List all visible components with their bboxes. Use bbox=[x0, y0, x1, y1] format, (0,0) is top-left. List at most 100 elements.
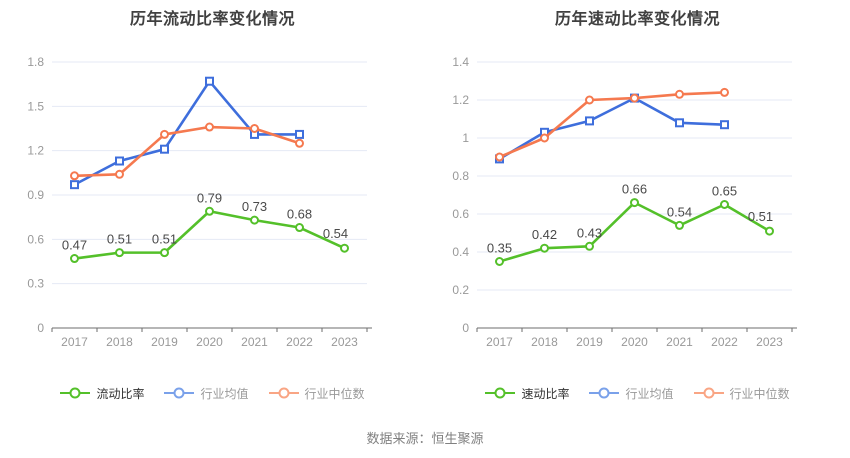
legend-current-ratio: 流动比率 行业均值 行业中位数 bbox=[0, 384, 425, 402]
x-axis-label: 2020 bbox=[196, 335, 223, 349]
data-point bbox=[160, 144, 169, 154]
charts-row: 历年流动比率变化情况 0 0.3 0.6 0.9 1.2 1.5 1.8 2017 2018 20… bbox=[0, 0, 797, 402]
x-axis-label: 2018 bbox=[531, 335, 558, 349]
legend-item-1[interactable]: 行业均值 bbox=[589, 385, 674, 402]
y-axis-label: 0.8 bbox=[452, 169, 469, 183]
source-note: 数据来源：恒生聚源 bbox=[366, 431, 484, 446]
x-axis-label: 2023 bbox=[331, 335, 358, 349]
legend-label: 行业中位数 bbox=[729, 386, 790, 401]
current-ratio-plot-area: 0 0.3 0.6 0.9 1.2 1.5 1.8 2017 2018 2019 2020 2021 2… bbox=[27, 55, 372, 349]
y-axis-label: 1.5 bbox=[27, 99, 44, 113]
data-point bbox=[495, 152, 504, 162]
legend-label: 行业均值 bbox=[200, 386, 249, 401]
legend-line-circle-icon bbox=[693, 387, 724, 399]
y-axis-label: 0.9 bbox=[27, 188, 44, 202]
data-point bbox=[720, 87, 729, 97]
data-point bbox=[205, 206, 214, 216]
y-axis-label: 1.8 bbox=[27, 55, 44, 69]
series-line-1 bbox=[498, 96, 726, 161]
data-label: 0.68 bbox=[287, 207, 312, 222]
data-label: 0.54 bbox=[323, 226, 348, 241]
data-point bbox=[340, 243, 349, 253]
x-axis-label: 2019 bbox=[151, 335, 178, 349]
y-axis-label: 0.6 bbox=[27, 232, 44, 246]
data-point bbox=[765, 226, 774, 236]
legend-item-2[interactable]: 行业中位数 bbox=[693, 385, 790, 402]
legend-label: 流动比率 bbox=[96, 386, 145, 401]
data-label: 0.51 bbox=[748, 209, 773, 224]
legend-item-0[interactable]: 流动比率 bbox=[60, 385, 144, 402]
x-axis-label: 2023 bbox=[756, 335, 783, 349]
data-point bbox=[585, 241, 594, 251]
data-label: 0.43 bbox=[577, 225, 602, 240]
x-axis-label: 2022 bbox=[711, 335, 738, 349]
data-point bbox=[70, 254, 79, 264]
legend-marker-circle bbox=[703, 387, 714, 399]
data-label: 0.51 bbox=[107, 232, 132, 247]
x-axis-label: 2021 bbox=[666, 335, 693, 349]
legend-line-circle-icon bbox=[268, 387, 299, 399]
legend-item-1[interactable]: 行业均值 bbox=[164, 385, 249, 402]
y-axis-label: 0.2 bbox=[452, 283, 469, 297]
data-point bbox=[295, 223, 304, 233]
data-point bbox=[115, 169, 124, 179]
data-point bbox=[630, 93, 639, 103]
data-point bbox=[675, 220, 684, 230]
series-line-2 bbox=[73, 125, 301, 178]
y-axis-label: 0 bbox=[37, 321, 44, 335]
legend-line-circle-icon bbox=[164, 387, 195, 399]
series-line-2 bbox=[498, 91, 726, 159]
data-point bbox=[540, 243, 549, 253]
legend-label: 速动比率 bbox=[521, 386, 570, 401]
data-point bbox=[250, 215, 259, 225]
y-axis-label: 1.4 bbox=[452, 55, 469, 69]
legend-label: 行业中位数 bbox=[304, 386, 365, 401]
x-axis-label: 2020 bbox=[621, 335, 648, 349]
data-point bbox=[540, 133, 549, 143]
y-axis-label: 1.2 bbox=[27, 144, 44, 158]
data-point bbox=[160, 129, 169, 139]
x-axis-label: 2022 bbox=[286, 335, 313, 349]
legend-marker-circle bbox=[278, 387, 289, 399]
legend-marker-circle bbox=[69, 387, 81, 399]
legend-line-circle-icon bbox=[485, 387, 516, 399]
legend-item-2[interactable]: 行业中位数 bbox=[268, 385, 365, 402]
data-label: 0.42 bbox=[532, 227, 557, 242]
series-line-1 bbox=[73, 79, 301, 186]
x-axis-label: 2017 bbox=[486, 335, 513, 349]
data-label: 0.47 bbox=[62, 238, 87, 253]
data-point bbox=[585, 116, 594, 126]
data-point bbox=[70, 171, 79, 181]
x-axis-label: 2017 bbox=[61, 335, 88, 349]
legend-label: 行业均值 bbox=[625, 386, 674, 401]
x-axis-label: 2019 bbox=[576, 335, 603, 349]
current-ratio-chart: 历年流动比率变化情况 0 0.3 0.6 0.9 1.2 1.5 1.8 2017 2018 20… bbox=[0, 0, 425, 402]
data-label: 0.65 bbox=[712, 184, 737, 199]
x-axis-label: 2021 bbox=[241, 335, 268, 349]
data-label: 0.35 bbox=[487, 241, 512, 256]
y-axis-label: 1 bbox=[462, 131, 469, 145]
data-point bbox=[205, 76, 214, 86]
data-point bbox=[205, 122, 214, 132]
data-label: 0.51 bbox=[152, 232, 177, 247]
y-axis-label: 0.4 bbox=[452, 245, 469, 259]
y-axis-label: 0.6 bbox=[452, 207, 469, 221]
y-axis-label: 1.2 bbox=[452, 93, 469, 107]
data-point bbox=[720, 200, 729, 209]
y-axis-label: 0.3 bbox=[27, 277, 44, 291]
chart-title-current-ratio: 历年流动比率变化情况 bbox=[129, 11, 295, 28]
data-label: 0.54 bbox=[667, 204, 692, 219]
data-point bbox=[720, 120, 729, 130]
data-point bbox=[115, 248, 124, 258]
legend-item-0[interactable]: 速动比率 bbox=[485, 385, 569, 402]
data-point bbox=[115, 156, 124, 166]
data-point bbox=[295, 129, 304, 139]
data-point bbox=[295, 138, 304, 148]
quick-ratio-plot-area: 0 0.2 0.4 0.6 0.8 1 1.2 1.4 2017 2018 2019 2020 2021… bbox=[452, 55, 797, 349]
data-label: 0.79 bbox=[197, 190, 222, 205]
data-point bbox=[160, 248, 169, 258]
data-point bbox=[630, 198, 639, 208]
data-label: 0.73 bbox=[242, 199, 267, 214]
data-point bbox=[250, 124, 259, 133]
legend-line-circle-icon bbox=[60, 387, 91, 399]
